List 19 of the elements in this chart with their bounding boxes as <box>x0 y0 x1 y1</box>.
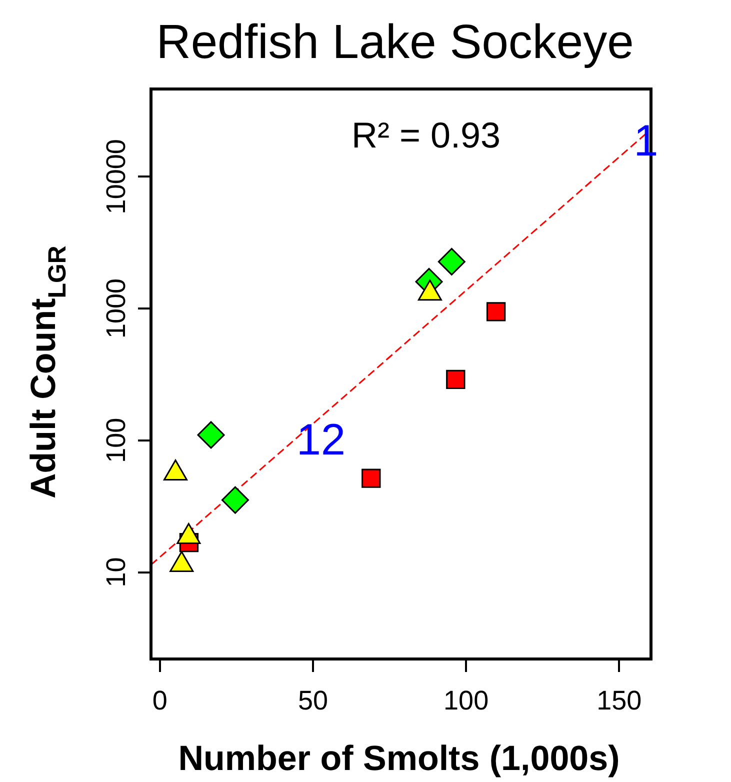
point <box>221 486 249 514</box>
point <box>197 421 225 449</box>
point <box>446 370 466 390</box>
x-tick-label: 0 <box>152 686 168 716</box>
y-tick-label: 10000 <box>100 139 131 214</box>
point <box>438 248 466 276</box>
point <box>486 302 506 322</box>
y-tick-label: 1000 <box>100 278 131 339</box>
y-axis-title: Adult CountLGR <box>24 246 72 498</box>
y-tick-label: 10 <box>100 557 131 588</box>
annotation: 12 <box>296 416 346 465</box>
x-tick-label: 100 <box>444 686 489 716</box>
x-axis-title: Number of Smolts (1,000s) <box>178 739 620 778</box>
annotation: R² = 0.93 <box>351 114 501 156</box>
chart-title: Redfish Lake Sockeye <box>156 16 634 69</box>
x-tick-label: 150 <box>596 686 642 716</box>
y-tick-label: 100 <box>100 418 131 463</box>
point <box>362 468 381 488</box>
x-tick-label: 50 <box>298 686 328 716</box>
